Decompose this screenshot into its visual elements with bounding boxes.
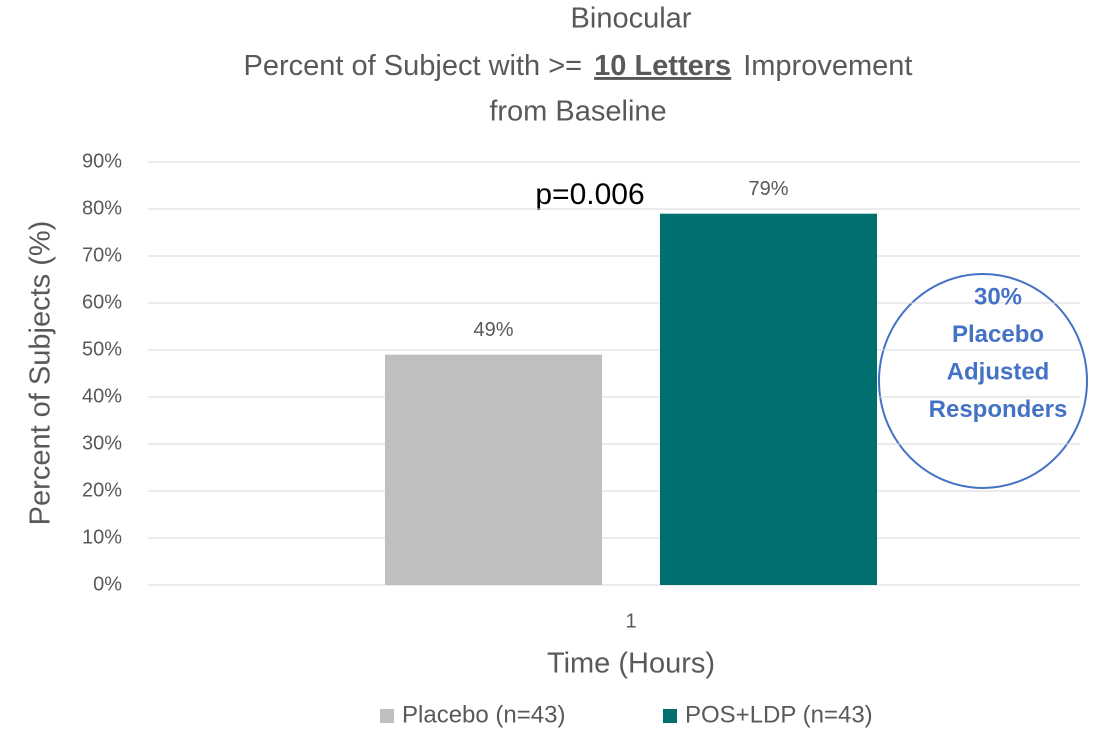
chart-title: Percent of Subject with >= 10 Letters Im… — [244, 50, 913, 82]
y-tick-label: 0% — [93, 573, 122, 595]
callout-text: Responders — [929, 396, 1068, 423]
y-tick-label: 40% — [82, 385, 122, 407]
callout-circle — [878, 273, 1088, 489]
y-tick-label: 90% — [82, 150, 122, 172]
x-axis-label: Time (Hours) — [547, 648, 715, 680]
p-value: p=0.006 — [535, 178, 644, 211]
legend-swatch — [380, 709, 394, 723]
chart-title: Binocular — [571, 3, 692, 35]
chart-title: Percent of Subject with >= — [244, 50, 583, 82]
y-tick-label: 80% — [82, 197, 122, 219]
callout-text: 30% — [974, 283, 1022, 310]
legend-label: POS+LDP (n=43) — [685, 701, 873, 728]
callout-text: Adjusted — [947, 358, 1050, 385]
chart-title: from Baseline — [489, 96, 666, 128]
y-tick-label: 60% — [82, 291, 122, 313]
bar — [385, 354, 602, 585]
y-axis-label: Percent of Subjects (%) — [25, 221, 57, 526]
x-tick-label: 1 — [625, 610, 636, 632]
y-tick-label: 70% — [82, 244, 122, 266]
bar — [660, 213, 877, 585]
y-tick-label: 30% — [82, 432, 122, 454]
legend-label: Placebo (n=43) — [402, 701, 565, 728]
y-tick-label: 50% — [82, 338, 122, 360]
y-tick-label: 10% — [82, 526, 122, 548]
y-tick-label: 20% — [82, 479, 122, 501]
chart-title: Improvement — [743, 50, 912, 82]
value-label: 49% — [473, 319, 513, 341]
chart-title-bold: 10 Letters — [594, 50, 731, 82]
value-label: 79% — [748, 178, 788, 200]
legend-swatch — [663, 709, 677, 723]
callout-text: Placebo — [952, 321, 1044, 348]
